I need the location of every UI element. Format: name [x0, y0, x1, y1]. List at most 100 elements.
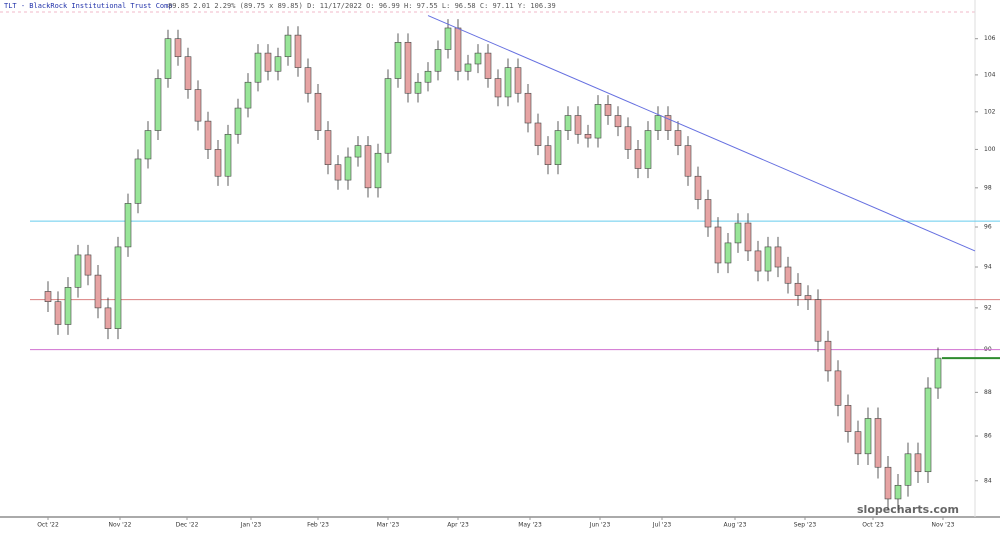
- candle-body: [644, 130, 652, 169]
- quote: 89.85 2.01 2.29% (89.75 x 89.85) D: 11/1…: [168, 2, 556, 10]
- candle-body: [284, 34, 292, 58]
- candle-body: [914, 453, 922, 473]
- candle-body: [874, 418, 882, 468]
- candle-body: [214, 149, 222, 177]
- candle-body: [774, 246, 782, 268]
- candle-body: [574, 115, 582, 135]
- candle-body: [584, 133, 592, 139]
- y-tick-label: 96: [984, 224, 992, 231]
- candle-body: [424, 70, 432, 83]
- y-tick-label: 102: [984, 108, 996, 115]
- y-tick-label: 104: [984, 71, 996, 78]
- candle-body: [514, 67, 522, 94]
- x-tick-label: Nov '23: [932, 522, 955, 529]
- candle-body: [374, 152, 382, 189]
- candle-body: [344, 156, 352, 181]
- candle-body: [264, 52, 272, 72]
- candle-body: [304, 67, 312, 94]
- candle-body: [234, 107, 242, 135]
- candle-body: [204, 120, 212, 150]
- candle-body: [634, 149, 642, 169]
- candle-body: [454, 27, 462, 72]
- candle-body: [554, 130, 562, 165]
- candle-body: [144, 130, 152, 160]
- candle-body: [194, 89, 202, 122]
- y-tick-label: 94: [984, 264, 992, 271]
- y-tick-label: 88: [984, 389, 992, 396]
- candle-body: [334, 164, 342, 181]
- candle-body: [654, 115, 662, 131]
- trendline: [427, 15, 976, 252]
- x-tick-label: Mar '23: [377, 522, 400, 529]
- candle-body: [174, 38, 182, 58]
- candle-body: [824, 340, 832, 372]
- x-tick-label: Sep '23: [794, 522, 817, 529]
- candle-body: [494, 78, 502, 98]
- candle-body: [604, 104, 612, 116]
- candle-body: [54, 301, 62, 325]
- candle-body: [684, 145, 692, 177]
- candle-body: [94, 274, 102, 309]
- candle-body: [764, 246, 772, 272]
- candle-body: [714, 226, 722, 264]
- x-tick-label: Aug '23: [724, 522, 747, 529]
- candle-body: [444, 27, 452, 50]
- x-tick-label: Oct '23: [862, 522, 884, 529]
- candle-body: [624, 126, 632, 150]
- x-tick-label: Jan '23: [240, 522, 262, 529]
- y-tick-label: 100: [984, 146, 996, 153]
- y-tick-label: 84: [984, 477, 992, 484]
- watermark: slopecharts.com: [857, 503, 959, 516]
- candle-body: [784, 266, 792, 284]
- candle-body: [844, 405, 852, 432]
- candle-body: [314, 92, 322, 131]
- candle-body: [564, 115, 572, 131]
- candle-body: [794, 282, 802, 296]
- candle-body: [74, 254, 82, 288]
- x-tick-label: Nov '22: [109, 522, 132, 529]
- x-tick-label: Jun '23: [589, 522, 611, 529]
- candle-body: [934, 357, 942, 389]
- candle-body: [384, 78, 392, 154]
- candle-body: [814, 299, 822, 342]
- candle-body: [744, 222, 752, 252]
- candle-body: [834, 370, 842, 406]
- candle-body: [104, 307, 112, 329]
- candle-body: [394, 41, 402, 79]
- candle-body: [524, 92, 532, 124]
- candle-body: [544, 145, 552, 165]
- candle-body: [674, 130, 682, 146]
- candle-body: [534, 122, 542, 146]
- candle-body: [594, 104, 602, 139]
- candle-body: [434, 49, 442, 72]
- candle-body: [294, 34, 302, 68]
- candle-body: [664, 115, 672, 131]
- candle-body: [704, 199, 712, 228]
- candle-body: [134, 158, 142, 204]
- ticker: TLT - BlackRock Institutional Trust Comp: [4, 2, 173, 10]
- candle-body: [904, 453, 912, 486]
- y-tick-label: 86: [984, 433, 992, 440]
- x-tick-label: Apr '23: [447, 522, 469, 529]
- x-tick-label: Dec '22: [176, 522, 199, 529]
- candle-body: [154, 78, 162, 131]
- x-tick-label: Oct '22: [37, 522, 59, 529]
- candle-body: [854, 431, 862, 455]
- candle-body: [244, 81, 252, 109]
- candle-body: [44, 291, 52, 302]
- candle-body: [924, 387, 932, 473]
- candle-body: [254, 52, 262, 83]
- candle-body: [804, 295, 812, 300]
- candle-body: [504, 67, 512, 98]
- candle-body: [364, 145, 372, 189]
- candle-body: [414, 81, 422, 94]
- x-tick-label: Feb '23: [307, 522, 329, 529]
- candle-body: [164, 38, 172, 79]
- x-tick-label: Jul '23: [652, 522, 672, 529]
- candle-body: [884, 466, 892, 500]
- candle-body: [404, 41, 412, 94]
- x-tick-label: May '23: [518, 522, 542, 529]
- candle-body: [484, 52, 492, 79]
- candle-body: [894, 484, 902, 500]
